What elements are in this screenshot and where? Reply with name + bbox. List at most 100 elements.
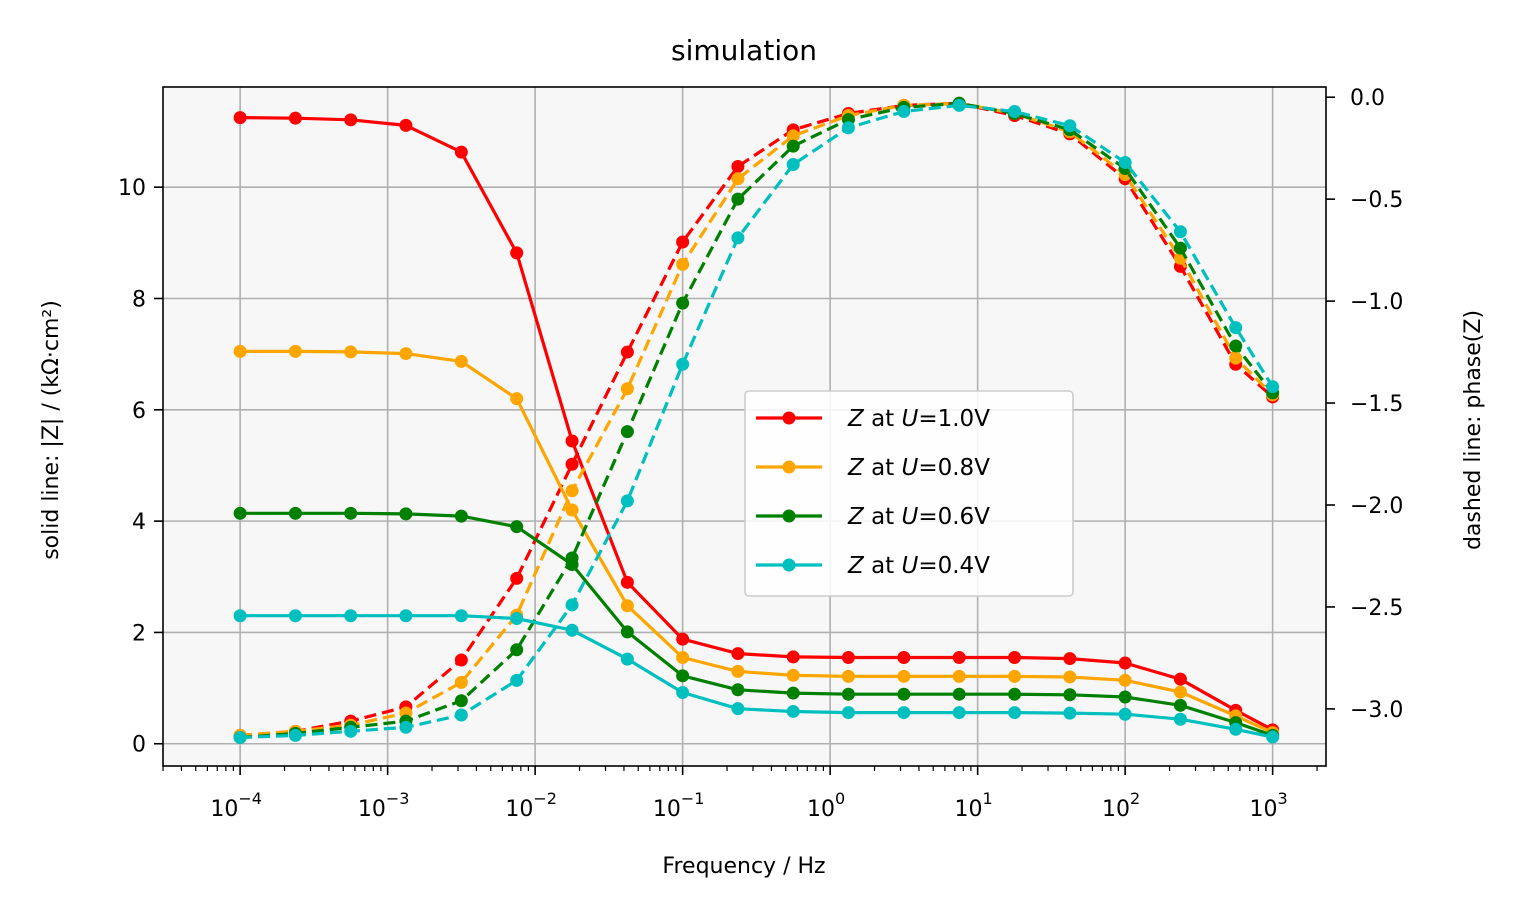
magnitude-point bbox=[1173, 712, 1187, 726]
magnitude-point bbox=[1063, 652, 1077, 666]
legend-label-part: U bbox=[902, 553, 919, 579]
magnitude-point bbox=[1008, 706, 1022, 720]
phase-point bbox=[731, 231, 745, 245]
legend-label-part: Z bbox=[847, 406, 865, 432]
y-right-tick-label: −0.5 bbox=[1350, 188, 1403, 213]
x-tick-label: 10−2 bbox=[505, 789, 557, 822]
magnitude-point bbox=[399, 609, 413, 623]
plot-frame bbox=[162, 86, 1327, 767]
magnitude-point bbox=[454, 354, 468, 368]
y-left-tick-label: 2 bbox=[132, 621, 146, 646]
phase-point bbox=[565, 598, 579, 612]
y-right-tick-label: −2.0 bbox=[1350, 494, 1403, 519]
phase-point bbox=[565, 551, 579, 565]
magnitude-point bbox=[288, 111, 302, 125]
magnitude-point bbox=[565, 434, 579, 448]
magnitude-point bbox=[510, 612, 524, 626]
magnitude-point bbox=[620, 599, 634, 613]
phase-point bbox=[454, 694, 468, 708]
magnitude-point bbox=[841, 650, 855, 664]
y-left-tick-label: 10 bbox=[118, 176, 146, 201]
x-tick-exponent: 1 bbox=[983, 789, 993, 808]
magnitude-point bbox=[1118, 690, 1132, 704]
phase-point bbox=[1266, 380, 1280, 394]
magnitude-point bbox=[288, 506, 302, 520]
magnitude-point bbox=[841, 669, 855, 683]
legend-label-part: =0.6V bbox=[918, 504, 990, 530]
x-tick-base: 10 bbox=[1102, 797, 1130, 822]
magnitude-point bbox=[620, 625, 634, 639]
phase-point bbox=[454, 708, 468, 722]
magnitude-line bbox=[240, 349, 1274, 735]
magnitude-point bbox=[510, 392, 524, 406]
x-tick-base: 10 bbox=[358, 797, 386, 822]
magnitude-point bbox=[288, 344, 302, 358]
magnitude-point bbox=[897, 687, 911, 701]
legend-label-part: at bbox=[864, 406, 902, 432]
phase-point bbox=[731, 160, 745, 174]
magnitude-point bbox=[620, 575, 634, 589]
phase-point bbox=[841, 121, 855, 135]
magnitude-point bbox=[344, 345, 358, 359]
phase-point bbox=[1118, 155, 1132, 169]
phase-point bbox=[676, 257, 690, 271]
y-right-tick-label: −3.0 bbox=[1350, 698, 1403, 723]
legend-box bbox=[744, 390, 1074, 597]
magnitude-point bbox=[1118, 707, 1132, 721]
x-tick-label: 10−4 bbox=[210, 789, 262, 822]
magnitude-point bbox=[897, 706, 911, 720]
magnitude-point bbox=[952, 706, 966, 720]
magnitude-point bbox=[344, 113, 358, 127]
legend-label-part: at bbox=[864, 553, 902, 579]
magnitude-point bbox=[952, 669, 966, 683]
phase-point bbox=[1229, 351, 1243, 365]
x-tick-label: 103 bbox=[1250, 789, 1288, 822]
magnitude-point bbox=[676, 669, 690, 683]
phase-point bbox=[344, 724, 358, 738]
legend-label: Z at U=0.6V bbox=[847, 504, 990, 530]
magnitude-point bbox=[1118, 673, 1132, 687]
phase-point bbox=[399, 720, 413, 734]
phase-point bbox=[620, 345, 634, 359]
phase-point bbox=[620, 494, 634, 508]
magnitude-point bbox=[510, 246, 524, 260]
legend-marker bbox=[782, 411, 796, 425]
x-axis: 10−4 10−3 10−2 10−1 100 101 102 103 bbox=[162, 766, 1318, 822]
magnitude-point bbox=[1063, 670, 1077, 684]
magnitude-point bbox=[399, 118, 413, 132]
magnitude-point bbox=[786, 686, 800, 700]
x-tick-exponent: 3 bbox=[1278, 789, 1288, 808]
x-tick-base: 10 bbox=[807, 797, 835, 822]
magnitude-line bbox=[240, 511, 1274, 737]
magnitude-point bbox=[841, 687, 855, 701]
magnitude-point bbox=[1266, 730, 1280, 744]
magnitude-point bbox=[786, 650, 800, 664]
magnitude-point bbox=[1063, 706, 1077, 720]
legend-item: Z at U=0.4V bbox=[756, 553, 990, 579]
legend-label-part: U bbox=[902, 455, 919, 481]
phase-point bbox=[288, 728, 302, 742]
y-left-tick-label: 0 bbox=[132, 733, 146, 758]
series-layer bbox=[233, 96, 1280, 744]
phase-point bbox=[676, 357, 690, 371]
x-tick-exponent: 2 bbox=[1130, 789, 1140, 808]
legend-label-part: U bbox=[902, 504, 919, 530]
magnitude-point bbox=[233, 111, 247, 125]
y-left-axis: 0 2 4 6 8 10 bbox=[118, 176, 163, 758]
phase-point bbox=[952, 98, 966, 112]
phase-point bbox=[676, 235, 690, 249]
phase-point bbox=[1173, 225, 1187, 239]
x-tick-base: 10 bbox=[653, 797, 681, 822]
x-tick-label: 10−1 bbox=[653, 789, 705, 822]
magnitude-point bbox=[1063, 688, 1077, 702]
magnitude-point bbox=[786, 704, 800, 718]
x-tick-label: 102 bbox=[1102, 789, 1140, 822]
magnitude-point bbox=[676, 686, 690, 700]
phase-line bbox=[240, 103, 1274, 740]
phase-point bbox=[676, 296, 690, 310]
magnitude-point bbox=[620, 652, 634, 666]
magnitude-point bbox=[731, 647, 745, 661]
magnitude-point bbox=[1173, 698, 1187, 712]
magnitude-point bbox=[731, 702, 745, 716]
x-tick-exponent: −1 bbox=[681, 789, 705, 808]
